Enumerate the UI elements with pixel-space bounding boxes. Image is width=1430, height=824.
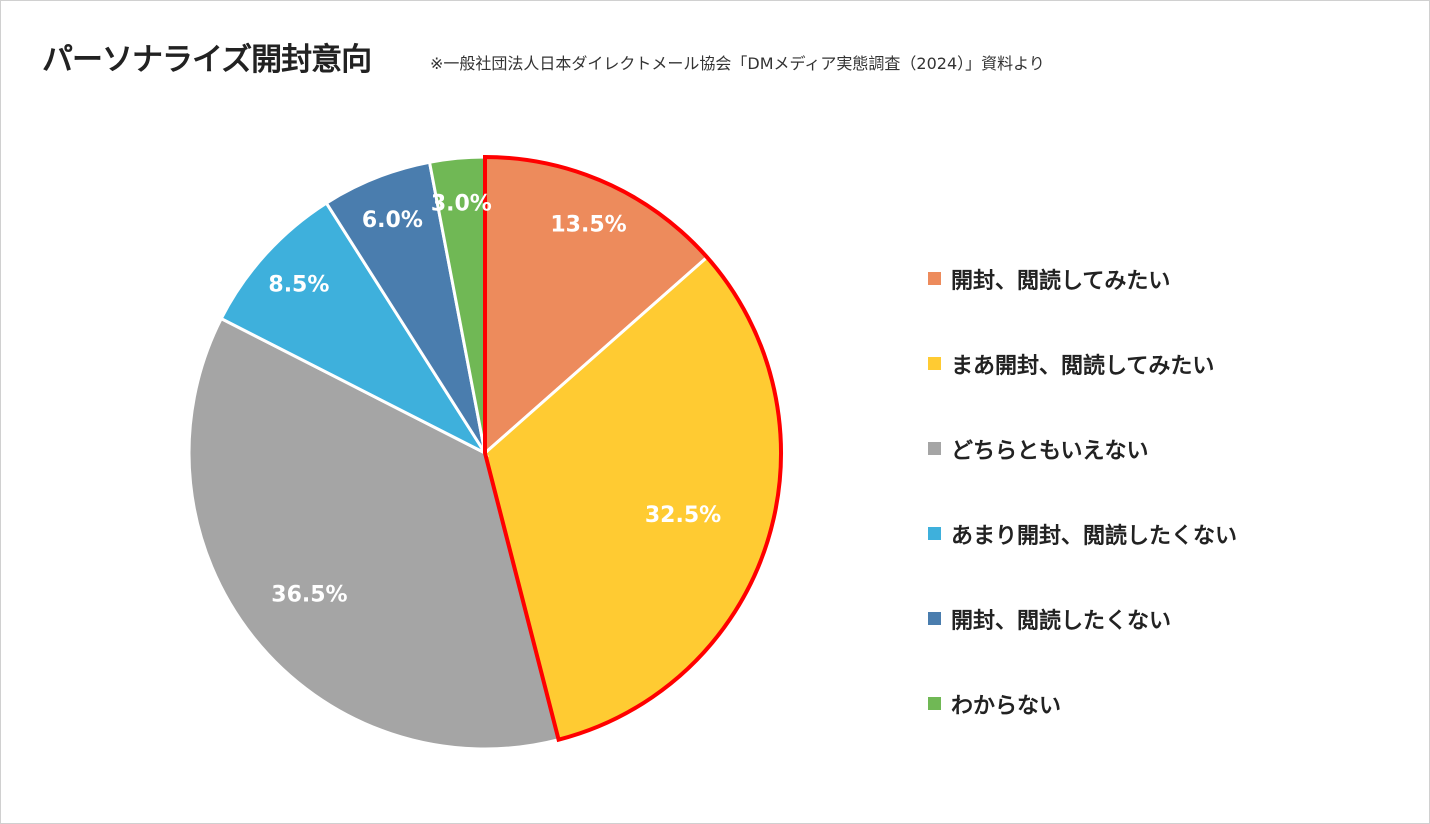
legend-label: 開封、閲読したくない (951, 608, 1172, 634)
legend-label: あまり開封、閲読したくない (951, 523, 1238, 549)
legend-label: わからない (951, 693, 1062, 719)
legend-swatch (928, 272, 941, 285)
source-note: ※一般社団法人日本ダイレクトメール協会「DMメディア実態調査（2024）」資料よ… (430, 54, 1045, 73)
data-label: 6.0% (362, 208, 423, 233)
legend-item: わからない (928, 661, 1237, 746)
legend-swatch (928, 357, 941, 370)
legend-label: 開封、閲読してみたい (951, 268, 1171, 294)
chart-title: パーソナライズ開封意向 (42, 42, 372, 78)
legend-label: どちらともいえない (951, 438, 1149, 464)
pie-slice (187, 316, 561, 751)
legend-swatch (928, 442, 941, 455)
data-label: 36.5% (271, 583, 347, 608)
legend: 開封、閲読してみたいまあ開封、閲読してみたい どちらともいえないあまり開封、閲読し… (928, 236, 1237, 746)
legend-item: どちらともいえない (928, 406, 1237, 491)
data-label: 13.5% (550, 213, 626, 238)
highlight-outline (483, 154, 783, 743)
legend-item: まあ開封、閲読してみたい (928, 321, 1237, 406)
data-label: 3.0% (431, 192, 492, 217)
pie-slice (219, 201, 490, 457)
legend-swatch (928, 697, 941, 710)
legend-item: 開封、閲読してみたい (928, 236, 1237, 321)
legend-item: 開封、閲読したくない (928, 576, 1237, 661)
legend-swatch (928, 612, 941, 625)
legend-item: あまり開封、閲読したくない (928, 491, 1237, 576)
legend-swatch (928, 527, 941, 540)
data-label: 32.5% (645, 503, 721, 528)
data-label: 8.5% (268, 273, 329, 298)
legend-label: まあ開封、閲読してみたい (951, 353, 1215, 379)
